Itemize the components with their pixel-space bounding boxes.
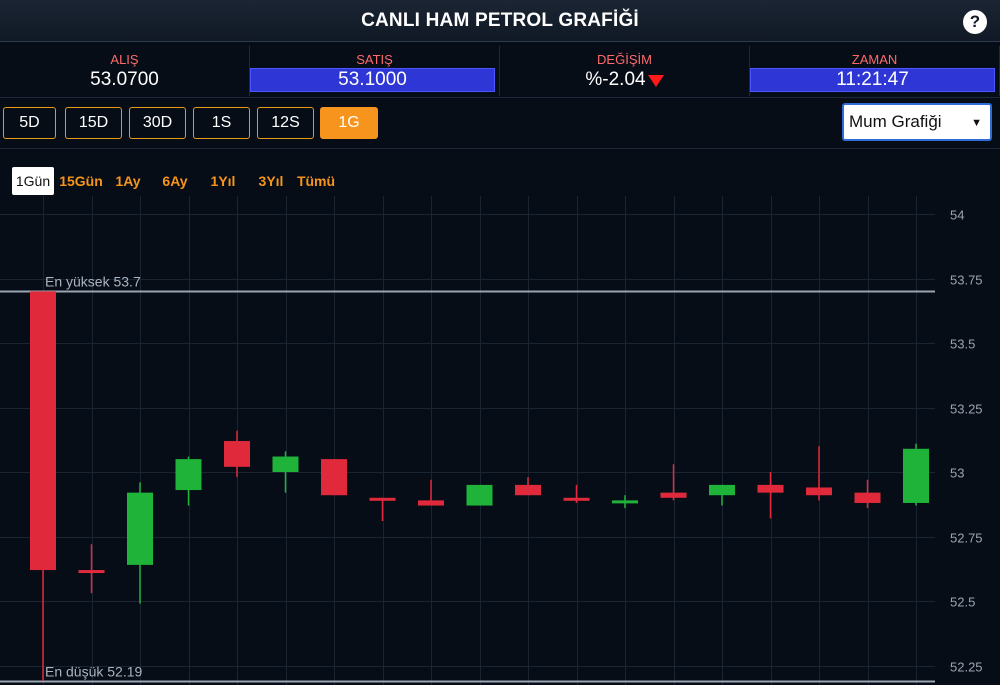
period-15gun[interactable]: 15Gün [59, 173, 103, 189]
stat-change: DEĞİŞİM %-2.04 [500, 46, 750, 96]
candle-body [563, 497, 590, 501]
range-toolbar: 5D 15D 30D 1S 12S 1G Mum Grafiği ▼ [0, 97, 1000, 149]
candle-body [806, 487, 832, 496]
y-tick-label: 53.5 [950, 337, 975, 352]
period-6ay[interactable]: 6Ay [162, 173, 188, 189]
low-line-label: En düşük 52.19 [45, 664, 143, 680]
stat-bid-value: 53.0700 [90, 69, 159, 90]
candle-body [709, 484, 735, 496]
candlestick-chart: 54 53.75 53.5 53.25 53 52.75 52.5 52.25 En yükse… [0, 196, 983, 685]
page-title: CANLI HAM PETROL GRAFİĞİ [361, 9, 639, 31]
title-bar: CANLI HAM PETROL GRAFİĞİ ? [0, 0, 1000, 42]
y-tick-label: 54 [950, 208, 964, 223]
price-stats: ALIŞ 53.0700 SATIŞ 53.1000 DEĞİŞİM %-2.0… [0, 46, 1000, 96]
candle-body [127, 492, 153, 565]
stat-change-value: %-2.04 [585, 69, 646, 90]
candle-body [612, 500, 638, 504]
stat-time-value: 11:21:47 [836, 69, 909, 90]
candle-body [903, 448, 929, 503]
stat-bid-value-box: 53.0700 [0, 68, 249, 92]
candle-body [224, 441, 250, 467]
candle-body [30, 291, 56, 571]
stat-time-label: ZAMAN [851, 52, 898, 67]
y-tick-label: 52.25 [950, 660, 983, 675]
y-tick-label: 53 [950, 466, 964, 481]
stat-time-value-box: 11:21:47 [750, 68, 995, 92]
range-button-15d[interactable]: 15D [65, 107, 122, 139]
candle-body [466, 484, 493, 506]
stat-bid-label: ALIŞ [110, 52, 139, 67]
stat-change-value-box: %-2.04 [500, 68, 749, 92]
candle-body [321, 459, 347, 496]
stat-ask: SATIŞ 53.1000 [250, 46, 500, 96]
stat-ask-value-box: 53.1000 [250, 68, 495, 92]
candle-body [369, 497, 396, 501]
candle-body [854, 492, 881, 503]
y-tick-label: 53.25 [950, 402, 983, 417]
stat-ask-value: 53.1000 [338, 69, 407, 90]
candle-body [272, 456, 299, 472]
candle-body [660, 492, 687, 498]
stat-bid: ALIŞ 53.0700 [0, 46, 250, 96]
period-1ay[interactable]: 1Ay [115, 173, 141, 189]
range-button-5d[interactable]: 5D [3, 107, 56, 139]
candle-body [175, 459, 202, 491]
y-tick-label: 52.5 [950, 595, 975, 610]
down-arrow-icon [647, 75, 664, 87]
period-1gun[interactable]: 1Gün [12, 167, 54, 195]
period-3yil[interactable]: 3Yıl [258, 173, 284, 189]
range-button-12s[interactable]: 12S [257, 107, 314, 139]
candle-body [418, 500, 444, 506]
caret-down-icon: ▼ [971, 117, 982, 129]
stat-change-label: DEĞİŞİM [597, 52, 652, 67]
chart-type-select[interactable]: Mum Grafiği ▼ [842, 103, 992, 141]
period-1yil[interactable]: 1Yıl [210, 173, 236, 189]
chart-type-selected: Mum Grafiği [849, 112, 942, 131]
range-button-1g[interactable]: 1G [320, 107, 378, 139]
period-selector: 1Gün 15Gün 1Ay 6Ay 1Yıl 3Yıl Tümü [0, 166, 400, 196]
candle-body [78, 570, 105, 574]
y-tick-label: 52.75 [950, 531, 983, 546]
stat-time: ZAMAN 11:21:47 [750, 46, 1000, 96]
stat-ask-label: SATIŞ [356, 52, 393, 67]
candle-body [515, 484, 541, 496]
range-button-30d[interactable]: 30D [129, 107, 186, 139]
range-button-1s[interactable]: 1S [193, 107, 250, 139]
high-line-label: En yüksek 53.7 [45, 274, 141, 290]
help-icon[interactable]: ? [963, 10, 987, 34]
candle-body [757, 484, 784, 493]
period-tumu[interactable]: Tümü [296, 173, 336, 189]
y-tick-label: 53.75 [950, 273, 983, 288]
